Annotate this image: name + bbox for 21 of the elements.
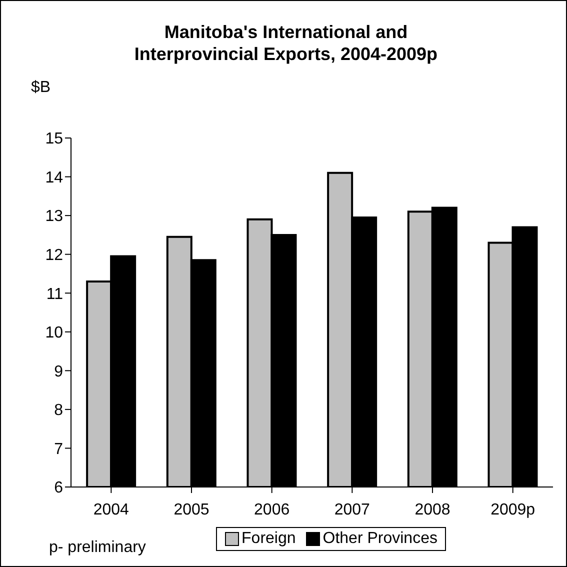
y-axis-title: $B <box>31 79 51 97</box>
y-tick-label: 8 <box>54 402 64 420</box>
y-tick-label: 13 <box>45 208 64 226</box>
legend-label: Other Provinces <box>322 530 438 548</box>
y-tick-label: 9 <box>54 363 64 380</box>
y-tick-label: 7 <box>54 440 64 458</box>
x-tick-label: 2007 <box>334 501 370 518</box>
x-tick-label: 2004 <box>93 501 130 518</box>
y-tick-label: 15 <box>45 130 64 148</box>
chart-title: Manitoba's International and Interprovincial Exports, 2004-2009p <box>133 21 439 65</box>
y-tick-label: 12 <box>45 247 64 264</box>
x-tick-label: 2009p <box>490 501 536 518</box>
x-tick-label: 2006 <box>254 501 290 518</box>
legend-label: Foreign <box>242 530 296 548</box>
x-tick-label: 2008 <box>414 501 450 518</box>
y-tick-label: 11 <box>46 286 64 303</box>
x-tick-label: 2005 <box>174 501 210 518</box>
y-tick-label: 10 <box>45 324 64 342</box>
y-tick-label: 6 <box>54 480 64 497</box>
y-tick-label: 14 <box>45 169 64 186</box>
text: p- preliminary <box>49 539 146 557</box>
